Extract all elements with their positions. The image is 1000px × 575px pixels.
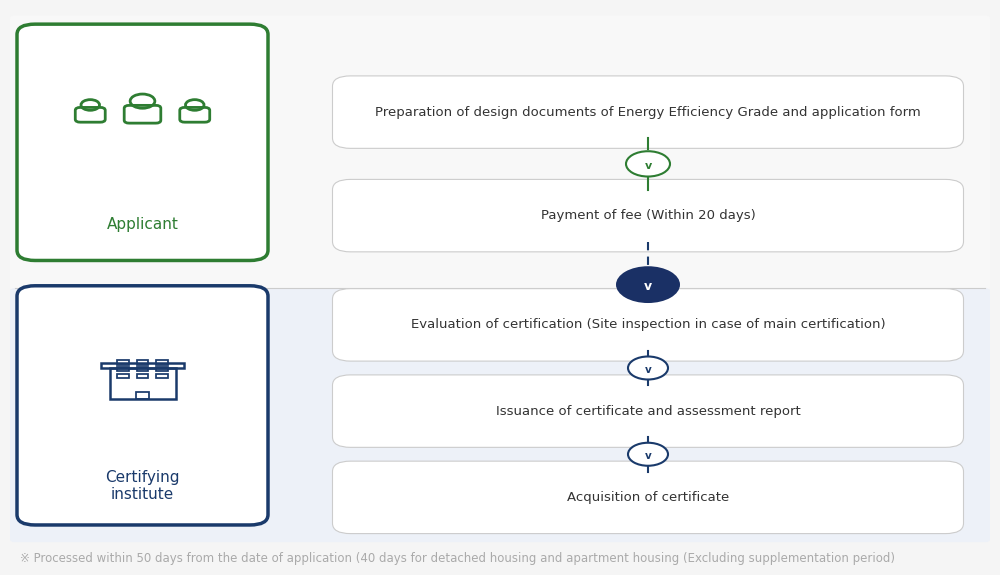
Circle shape (628, 443, 668, 466)
Text: v: v (645, 451, 651, 461)
Text: Acquisition of certificate: Acquisition of certificate (567, 491, 729, 504)
Text: Payment of fee (Within 20 days): Payment of fee (Within 20 days) (541, 209, 755, 222)
Text: v: v (644, 160, 652, 171)
Text: Preparation of design documents of Energy Efficiency Grade and application form: Preparation of design documents of Energ… (375, 106, 921, 118)
Text: Issuance of certificate and assessment report: Issuance of certificate and assessment r… (496, 405, 800, 417)
Text: Certifying
institute: Certifying institute (105, 470, 180, 502)
FancyBboxPatch shape (17, 24, 268, 260)
FancyBboxPatch shape (332, 76, 964, 148)
Circle shape (628, 356, 668, 380)
FancyBboxPatch shape (332, 375, 964, 447)
FancyBboxPatch shape (332, 179, 964, 252)
Circle shape (626, 151, 670, 177)
Text: Evaluation of certification (Site inspection in case of main certification): Evaluation of certification (Site inspec… (411, 319, 885, 331)
FancyBboxPatch shape (10, 288, 990, 542)
Text: ※ Processed within 50 days from the date of application (40 days for detached ho: ※ Processed within 50 days from the date… (20, 553, 895, 565)
FancyBboxPatch shape (17, 286, 268, 525)
FancyBboxPatch shape (10, 16, 990, 290)
Circle shape (616, 266, 680, 303)
Text: Applicant: Applicant (107, 217, 178, 232)
Text: v: v (645, 365, 651, 375)
FancyBboxPatch shape (332, 289, 964, 361)
Text: v: v (644, 280, 652, 293)
FancyBboxPatch shape (332, 461, 964, 534)
